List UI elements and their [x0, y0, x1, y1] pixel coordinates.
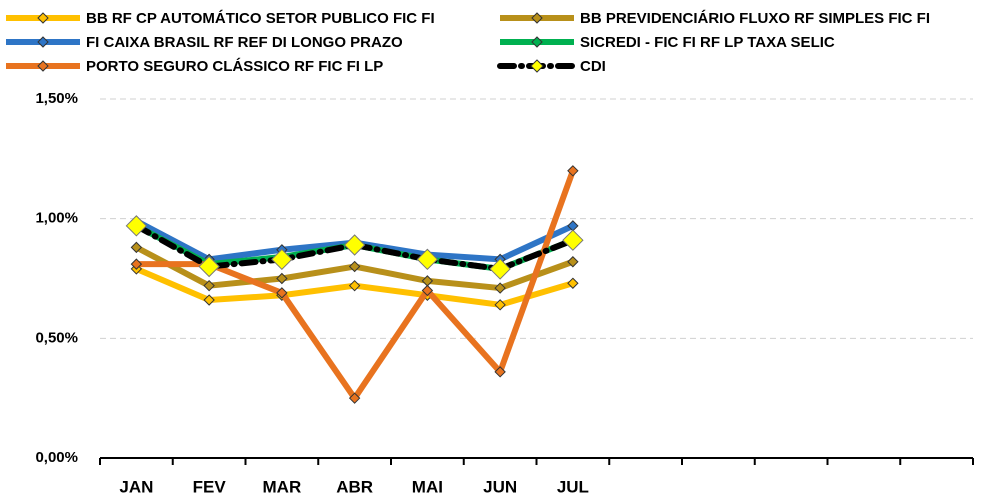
legend-marker — [531, 36, 543, 48]
legend-label: BB RF CP AUTOMÁTICO SETOR PUBLICO FIC FI — [86, 10, 435, 27]
data-point — [343, 234, 366, 256]
legend-marker — [531, 12, 543, 24]
data-point — [125, 215, 148, 237]
legend-marker — [37, 12, 49, 24]
data-point — [567, 256, 579, 268]
legend-label: CDI — [580, 58, 606, 75]
y-tick-label: 1,50% — [35, 90, 78, 107]
data-point — [276, 272, 288, 285]
data-point — [567, 277, 579, 289]
x-tick-label: FEV — [193, 477, 227, 496]
legend-label: FI CAIXA BRASIL RF REF DI LONGO PRAZO — [86, 34, 403, 51]
y-tick-label: 0,00% — [35, 449, 78, 466]
legend-marker — [530, 59, 544, 73]
data-point — [416, 248, 439, 271]
legend-label: SICREDI - FIC FI RF LP TAXA SELIC — [580, 34, 835, 51]
x-tick-label: MAI — [412, 477, 443, 496]
data-point — [203, 279, 215, 292]
data-point — [494, 299, 506, 311]
x-tick-label: JUL — [557, 477, 589, 496]
data-point — [567, 165, 579, 177]
legend-marker — [37, 36, 49, 48]
data-point — [276, 287, 288, 299]
y-tick-label: 1,00% — [35, 210, 78, 227]
x-tick-label: MAR — [263, 477, 302, 496]
x-tick-label: JAN — [119, 477, 153, 496]
legend-label: PORTO SEGURO CLÁSSICO RF FIC FI LP — [86, 58, 383, 75]
data-point — [421, 284, 434, 297]
data-point — [562, 229, 584, 251]
data-point — [130, 258, 143, 270]
x-tick-label: JUN — [483, 477, 517, 496]
x-tick-label: ABR — [336, 477, 373, 496]
data-point — [348, 392, 361, 404]
data-point — [130, 241, 143, 254]
data-point — [203, 294, 215, 306]
data-point — [494, 366, 506, 378]
data-point — [494, 282, 506, 294]
y-tick-label: 0,50% — [35, 329, 78, 346]
legend-marker — [37, 60, 49, 72]
legend-label: BB PREVIDENCIÁRIO FLUXO RF SIMPLES FIC F… — [580, 10, 930, 27]
data-point — [271, 248, 293, 271]
data-point — [489, 258, 511, 280]
data-point — [348, 279, 361, 292]
data-point — [348, 260, 361, 273]
data-point — [198, 255, 220, 278]
